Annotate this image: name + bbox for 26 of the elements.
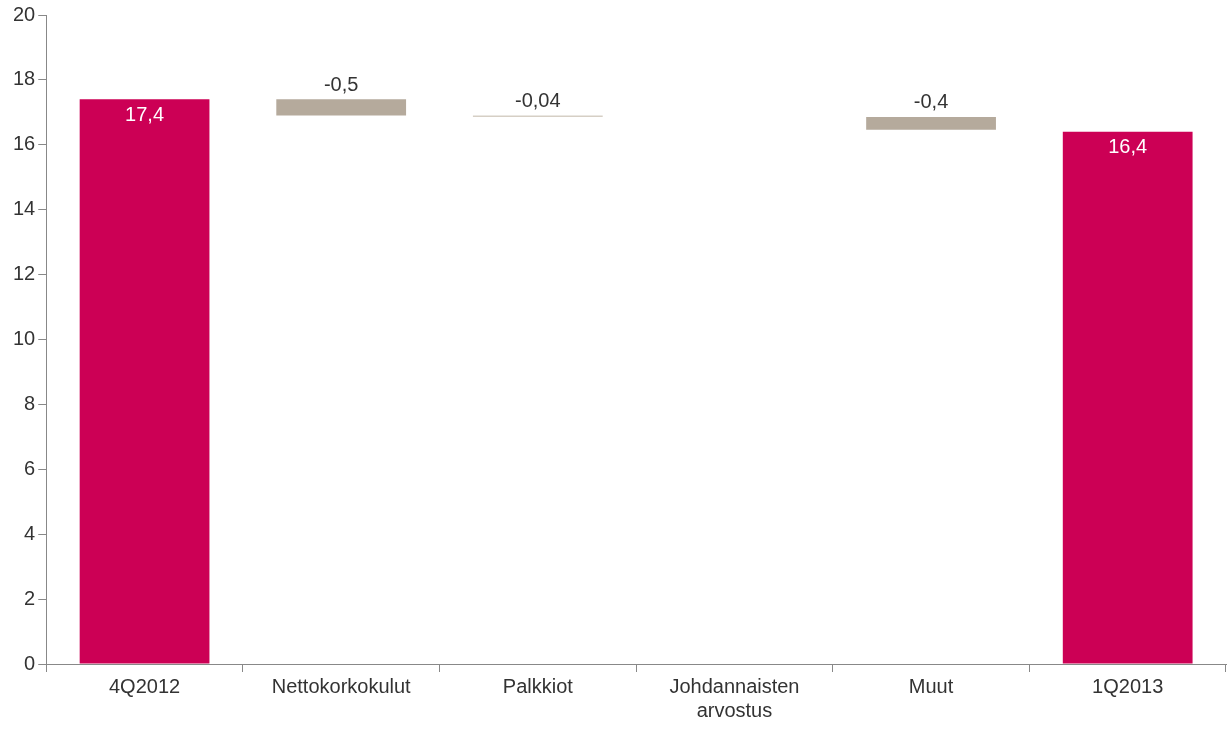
y-tick-label: 4 xyxy=(24,521,36,544)
x-tick-label: Nettokorkokulut xyxy=(271,674,412,697)
data-label: 17,4 xyxy=(125,102,165,125)
x-tick-label: Palkkiot xyxy=(502,674,574,697)
bar xyxy=(79,99,210,664)
y-tick-label: 20 xyxy=(13,2,36,25)
x-tick-label: Muut xyxy=(908,674,954,697)
x-tick-label: 4Q2012 xyxy=(108,674,181,697)
bar xyxy=(866,116,996,130)
data-label: -0,4 xyxy=(913,90,949,113)
y-tick-label: 8 xyxy=(24,391,36,414)
y-tick-label: 16 xyxy=(13,132,36,155)
data-label: -0,04 xyxy=(515,89,561,112)
bar xyxy=(276,99,407,116)
x-tick-label: Johdannaisten arvostus xyxy=(669,674,800,721)
y-tick-label: 10 xyxy=(13,327,36,350)
y-tick-label: 12 xyxy=(13,262,36,285)
bar xyxy=(1062,131,1193,664)
data-label: 16,4 xyxy=(1108,135,1148,158)
y-tick-label: 14 xyxy=(13,197,36,220)
y-tick-label: 18 xyxy=(13,67,36,90)
x-tick-label: 1Q2013 xyxy=(1092,674,1164,697)
y-tick-label: 0 xyxy=(24,651,36,674)
y-tick-label: 6 xyxy=(24,456,36,479)
data-label: -0,5 xyxy=(323,72,359,95)
y-tick-label: 2 xyxy=(24,586,36,609)
